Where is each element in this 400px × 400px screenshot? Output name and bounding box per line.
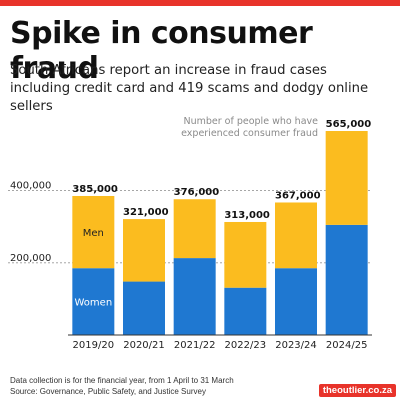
x-tick-label: 2019/20 (73, 340, 115, 351)
series-label-men: Men (83, 228, 104, 239)
chart-subtitle: South Africans report an increase in fra… (10, 63, 369, 114)
total-label: 376,000 (174, 187, 220, 198)
bar-women (325, 224, 368, 335)
total-label: 321,000 (123, 207, 169, 218)
bar-men (275, 202, 317, 269)
bar-men (72, 195, 115, 269)
accent-bar (0, 0, 400, 6)
bar-men (325, 131, 368, 225)
chart-title: Spike in consumer fraud (10, 16, 313, 86)
y-tick-label: 200,000 (10, 253, 51, 264)
total-label: 385,000 (72, 184, 118, 195)
x-tick-label: 2021/22 (174, 340, 216, 351)
bar-women (275, 268, 317, 335)
total-label: 367,000 (275, 190, 321, 201)
x-tick-label: 2023/24 (275, 340, 317, 351)
series-label-women: Women (75, 298, 113, 309)
bar-women (224, 287, 267, 335)
total-label: 565,000 (326, 119, 372, 130)
bar-women (173, 258, 216, 335)
footer-notes: Data collection is for the financial yea… (10, 375, 310, 397)
bar-men (123, 219, 165, 282)
brand-badge[interactable]: theoutlier.co.za (318, 384, 396, 397)
x-tick-label: 2020/21 (123, 340, 165, 351)
source-note: Source: Governance, Public Safety, and J… (10, 387, 206, 396)
x-tick-label: 2022/23 (225, 340, 267, 351)
bar-women (72, 268, 115, 335)
y-tick-label: 400,000 (10, 181, 51, 192)
bar-men (224, 221, 267, 288)
bar-women (123, 281, 165, 335)
bar-men (173, 199, 216, 259)
x-tick-label: 2024/25 (326, 340, 368, 351)
annotation-text: Number of people who have experienced con… (181, 116, 318, 139)
footnote: Data collection is for the financial yea… (10, 376, 234, 385)
total-label: 313,000 (224, 210, 270, 221)
